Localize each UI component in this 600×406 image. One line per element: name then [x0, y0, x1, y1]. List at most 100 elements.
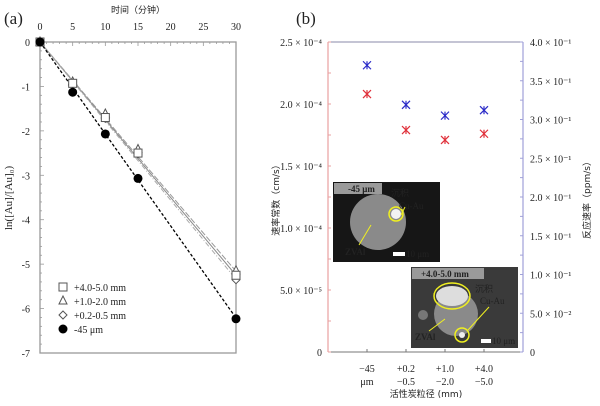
chart-a-ytick-label: -5 [22, 260, 30, 271]
chart-b-xtick-label: −5.0 [475, 377, 493, 388]
deposit-label: 沉积 [391, 187, 409, 199]
data-point-circle [100, 129, 110, 139]
deposit-species: Cu-Au [399, 201, 424, 211]
panel-label-a: (a) [4, 9, 23, 28]
chart-b-ytick-label-right: 2.5 × 10⁻¹ [530, 154, 571, 165]
chart-a-xlabel: 时间（分钟） [111, 4, 165, 16]
chart-b-ytick-label-left: 1.0 × 10⁻⁴ [280, 224, 322, 235]
particle-label: ZVAl [415, 332, 436, 342]
data-point-right-axis [362, 60, 372, 70]
chart-b-xtick-label: +4.0 [475, 364, 493, 375]
data-point-right-axis [479, 105, 489, 115]
inset-tag-bg [412, 268, 484, 279]
deposit-highlight-circle [454, 327, 470, 343]
chart-a-xtick-label: 20 [166, 22, 176, 33]
chart-b-ytick-label-right: 3.0 × 10⁻¹ [530, 116, 571, 127]
particle-arrow [428, 318, 446, 332]
deposit-highlight-ellipse [433, 282, 471, 310]
cu-au-deposit [436, 286, 468, 306]
legend-label: -45 μm [74, 325, 103, 336]
legend-marker-square [58, 282, 68, 292]
chart-a-ytick-label: -7 [22, 349, 30, 360]
scale-bar-label: 10 μm [492, 336, 515, 346]
chart-a-ylabel: ln([Au]/[Au]₀) [3, 166, 15, 231]
chart-b-ytick-label-left: 0 [317, 348, 322, 359]
chart-b-ytick-label-left: 1.5 × 10⁻⁴ [280, 162, 322, 173]
chart-a-xtick-label: 0 [38, 22, 43, 33]
cu-au-deposit-small [459, 332, 465, 338]
data-point-circle [68, 87, 78, 97]
chart-b-ytick-label-right: 3.5 × 10⁻¹ [530, 77, 571, 88]
particle-arrow [358, 224, 372, 246]
chart-b: (b) 速率常数（cm/s） 反应速率（ppm/s） 活性炭粒径 (mm) 0 5… [270, 9, 593, 400]
chart-b-xlabel: 活性炭粒径 (mm) [390, 388, 462, 400]
chart-b-xtick-label: −45 [359, 364, 375, 375]
scale-bar [393, 252, 405, 256]
chart-a-xtick-label: 25 [198, 22, 208, 33]
inset-tag-bg [334, 183, 382, 194]
chart-a-xtick-label: 5 [70, 22, 75, 33]
chart-a-xtick-label: 15 [133, 22, 143, 33]
chart-a: (a) 时间（分钟） ln([Au]/[Au]₀) 0 5 10 15 20 25 30 0 -… [3, 4, 241, 360]
cu-au-deposit [391, 209, 401, 219]
chart-b-ytick-label-left: 5.0 × 10⁻⁵ [280, 286, 322, 297]
chart-b-ytick-label-right: 0 [530, 348, 535, 359]
chart-b-ylabel-right: 反应速率（ppm/s） [581, 157, 593, 239]
legend-marker-diamond [58, 310, 68, 320]
data-point-square [231, 270, 241, 280]
chart-b-xtick-label: −2.0 [436, 377, 454, 388]
legend-label: +1.0-2.0 mm [74, 297, 126, 308]
data-point-left-axis [479, 129, 489, 139]
data-point-square [68, 78, 78, 88]
data-point-left-axis [362, 89, 372, 99]
chart-a-ytick-label: -3 [22, 171, 30, 182]
deposit-arrow [400, 206, 406, 216]
data-point-left-axis [401, 125, 411, 135]
data-point-right-axis [401, 100, 411, 110]
chart-b-ytick-label-right: 1.5 × 10⁻¹ [530, 232, 571, 243]
chart-a-ytick-label: 0 [25, 38, 30, 49]
data-point-square [100, 113, 110, 123]
chart-b-ylabel-left: 速率常数（cm/s） [270, 160, 282, 235]
particle-label: ZVAl [345, 247, 366, 257]
chart-b-xtick-label: μm [360, 377, 373, 388]
chart-b-ytick-label-right: 4.0 × 10⁻¹ [530, 38, 571, 49]
data-point-square [133, 148, 143, 158]
legend-marker-triangle [58, 294, 68, 305]
chart-a-ytick-label: -2 [22, 127, 30, 138]
deposit-arrow [467, 306, 490, 331]
inset-tag: -45 μm [348, 184, 375, 194]
chart-a-ytick-label: -6 [22, 305, 30, 316]
chart-b-ytick-label-left: 2.0 × 10⁻⁴ [280, 100, 322, 111]
chart-b-ytick-label-right: 5.0 × 10⁻² [530, 309, 571, 320]
chart-a-ytick-label: -4 [22, 216, 30, 227]
data-point-circle [35, 37, 45, 47]
chart-b-xtick-label: +1.0 [436, 364, 454, 375]
sem-inset-image: -45 μm 沉积 Cu-Au ZVAl 10 μm [333, 182, 440, 262]
chart-b-ytick-label-right: 1.0 × 10⁻¹ [530, 271, 571, 282]
chart-a-xtick-label: 30 [231, 22, 241, 33]
data-point-left-axis [440, 135, 450, 145]
data-point-circle [231, 314, 241, 324]
deposit-highlight-circle [388, 206, 404, 222]
legend-label: +0.2-0.5 mm [74, 311, 126, 322]
deposit-label: 沉积 [475, 283, 493, 295]
data-point-circle [133, 173, 143, 183]
chart-a-legend: +4.0-5.0 mm +1.0-2.0 mm +0.2-0.5 mm -45 μm [58, 282, 126, 336]
chart-a-plot-frame [39, 41, 237, 354]
inset-tag: +4.0-5.0 mm [421, 269, 469, 279]
small-particle [418, 310, 428, 320]
scale-bar [481, 339, 491, 343]
deposit-species: Cu-Au [480, 296, 505, 306]
legend-label: +4.0-5.0 mm [74, 283, 126, 294]
chart-a-ytick-label: -1 [22, 82, 30, 93]
chart-b-ytick-label-left: 2.5 × 10⁻⁴ [280, 38, 322, 49]
chart-a-xtick-label: 10 [100, 22, 110, 33]
chart-b-xtick-label: +0.2 [397, 364, 415, 375]
legend-marker-circle [58, 324, 68, 334]
data-point-right-axis [440, 111, 450, 121]
zval-particle [350, 194, 406, 250]
panel-label-b: (b) [296, 9, 316, 28]
